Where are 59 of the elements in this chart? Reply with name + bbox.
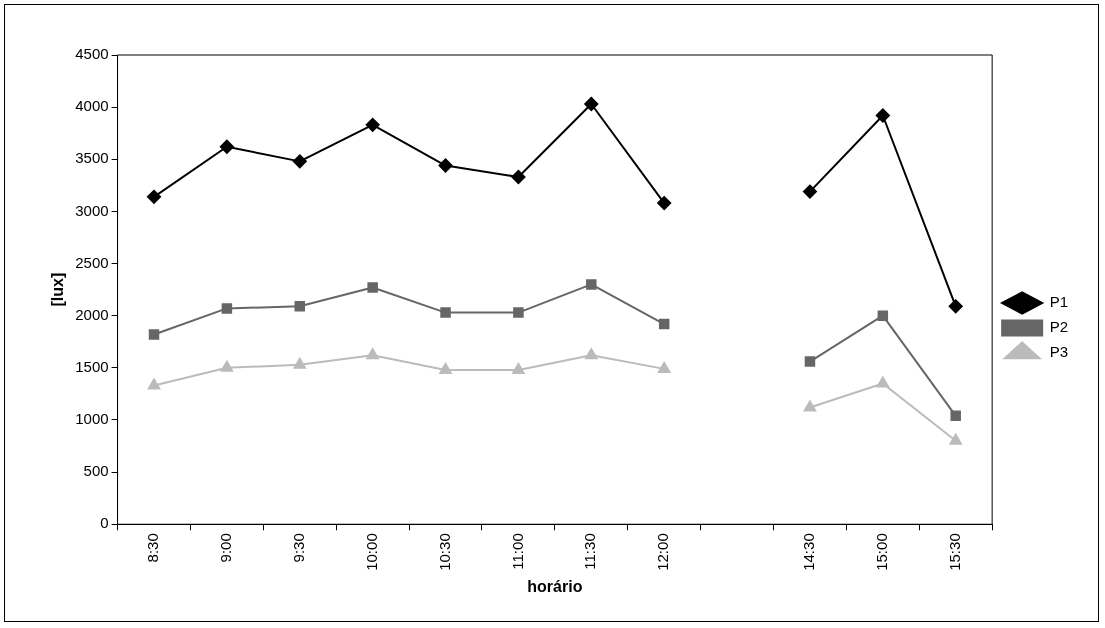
point — [221, 303, 233, 314]
point — [804, 356, 816, 367]
point — [366, 348, 379, 360]
y-tick-label: 4000 — [75, 97, 109, 115]
y-tick-label: 4500 — [75, 45, 109, 63]
point — [147, 378, 161, 390]
point — [949, 433, 962, 445]
point — [219, 139, 234, 154]
x-tick-label: 10:00 — [362, 533, 380, 571]
y-tick-label: 2000 — [75, 305, 109, 323]
point — [292, 154, 307, 169]
y-tick-label: 3500 — [75, 149, 109, 167]
point — [440, 307, 451, 318]
y-tick-label: 3000 — [75, 201, 109, 219]
point — [220, 360, 234, 372]
legend-label: P3 — [1049, 343, 1069, 361]
point — [802, 184, 817, 199]
x-axis-title: horário — [527, 577, 583, 595]
point — [147, 189, 162, 204]
legend-label: P1 — [1049, 293, 1069, 311]
x-tick-label: 15:30 — [945, 533, 963, 571]
point — [585, 348, 598, 360]
x-tick-label: 11:00 — [508, 533, 526, 570]
legend-label: P2 — [1049, 318, 1069, 336]
point — [875, 108, 890, 123]
x-tick-label: 8:30 — [144, 533, 162, 563]
x-tick-label: 12:00 — [654, 533, 672, 571]
y-tick-label: 1000 — [75, 410, 109, 428]
point — [584, 97, 599, 112]
point — [294, 301, 306, 312]
x-tick-label: 11:30 — [581, 533, 599, 570]
x-tick-label: 10:30 — [435, 533, 453, 571]
point — [293, 357, 306, 369]
point — [367, 282, 378, 293]
point — [948, 299, 963, 314]
point — [950, 410, 961, 422]
y-tick-label: 0 — [100, 514, 109, 532]
x-tick-label: 15:00 — [872, 533, 890, 571]
point — [365, 117, 380, 132]
point — [586, 279, 597, 290]
point — [877, 310, 889, 321]
point — [512, 362, 525, 374]
y-tick-label: 500 — [83, 462, 109, 480]
x-tick-label: 9:30 — [289, 533, 307, 563]
point — [657, 196, 672, 211]
point — [148, 329, 160, 340]
point — [657, 361, 671, 373]
point — [438, 158, 453, 173]
point — [511, 170, 526, 185]
x-tick-label: 14:30 — [800, 533, 818, 571]
point — [513, 307, 524, 318]
y-tick-label: 2500 — [75, 253, 109, 271]
x-tick-label: 9:00 — [217, 533, 235, 563]
point — [439, 362, 452, 374]
point — [658, 318, 670, 330]
point — [876, 376, 890, 388]
point — [803, 400, 817, 412]
y-tick-label: 1500 — [75, 357, 109, 375]
y-axis-title: [lux] — [49, 272, 67, 307]
